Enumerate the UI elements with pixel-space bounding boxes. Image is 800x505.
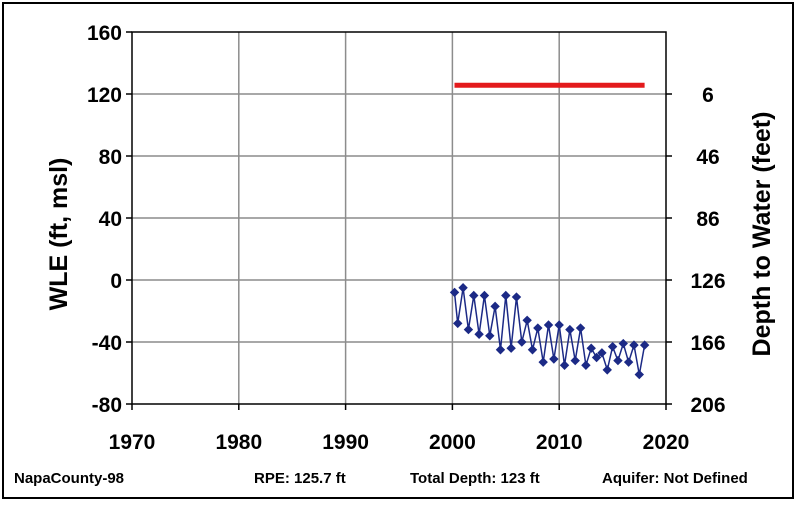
water-level-point [479, 290, 490, 301]
water-level-point [639, 340, 650, 350]
rpe-label: RPE: 125.7 ft [254, 470, 346, 487]
x-tick-label: 1990 [322, 431, 369, 454]
water-level-point [602, 365, 612, 375]
water-level-point [586, 343, 596, 353]
y-tick-label: -40 [92, 332, 122, 355]
y-tick-label: 0 [110, 270, 122, 293]
water-level-point [597, 348, 607, 358]
water-level-point [469, 290, 479, 301]
water-level-point [527, 345, 538, 355]
water-level-point [490, 301, 500, 312]
water-level-point [581, 360, 591, 370]
y-tick-label: 120 [87, 84, 122, 107]
x-tick-label: 1980 [215, 431, 262, 454]
water-level-point [495, 345, 506, 355]
x-tick-label: 1970 [109, 431, 156, 454]
water-level-point [449, 287, 460, 298]
well-id-label: NapaCounty-98 [14, 470, 125, 487]
water-level-point [629, 340, 639, 350]
grid [126, 31, 672, 410]
water-level-point [538, 357, 548, 367]
y2-tick-label: 46 [696, 146, 719, 169]
y2-tick-label: 166 [690, 332, 725, 355]
water-level-point [575, 323, 586, 333]
y2-tick-label: 206 [690, 394, 725, 417]
water-level-point [458, 283, 468, 293]
water-level-point [618, 338, 628, 349]
water-level-point [463, 324, 474, 335]
plot-area-border [131, 31, 667, 405]
series-layer [449, 82, 650, 380]
chart-frame [2, 2, 794, 499]
x-tick-label: 2020 [643, 431, 690, 454]
x-tick-label: 2010 [536, 431, 583, 454]
y2-tick-label: 86 [696, 208, 719, 231]
water-level-point [554, 320, 564, 330]
y-tick-label: 160 [87, 22, 122, 45]
y-tick-label: 80 [99, 146, 122, 169]
water-level-point [607, 341, 618, 352]
water-level-point [506, 343, 516, 353]
water-level-point [533, 323, 543, 333]
y-axis-title: WLE (ft, msl) [45, 157, 73, 311]
water-level-point [522, 315, 532, 326]
y-tick-label: 40 [99, 208, 122, 231]
water-level-point [565, 324, 575, 335]
total-depth-label: Total Depth: 123 ft [410, 470, 540, 487]
x-tick-label: 2000 [429, 431, 476, 454]
y2-tick-label: 6 [702, 84, 714, 107]
y2-axis-title: Depth to Water (feet) [748, 111, 776, 357]
water-level-point [634, 369, 645, 380]
y2-tick-label: 126 [690, 270, 725, 293]
water-level-point [543, 320, 554, 330]
water-level-point [453, 318, 463, 329]
water-level-point [474, 329, 484, 339]
water-level-point [570, 355, 580, 366]
water-level-point [623, 357, 634, 367]
water-level-point [591, 352, 602, 363]
aquifer-label: Aquifer: Not Defined [602, 470, 748, 487]
water-level-point [485, 331, 495, 341]
water-level-point [559, 360, 570, 370]
water-level-point [517, 337, 527, 347]
y-tick-label: -80 [92, 394, 122, 417]
tick-labels: 1970 1980 1990 2000 2010 2020 160 120 80 40 0 -40 -8… [87, 22, 726, 454]
water-level-point [613, 355, 623, 366]
water-level-point [511, 292, 522, 302]
water-level-point [549, 354, 559, 364]
water-level-point [501, 290, 511, 301]
